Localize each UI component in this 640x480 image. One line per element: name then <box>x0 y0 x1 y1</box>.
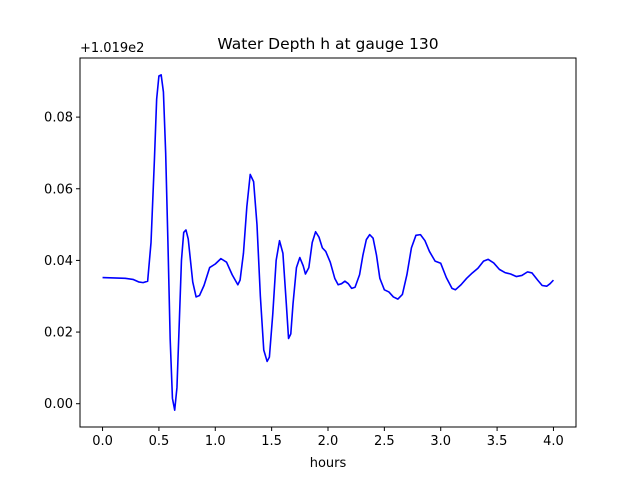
chart-title: Water Depth h at gauge 130 <box>217 35 438 53</box>
x-tick-label: 1.5 <box>261 434 282 449</box>
x-tick-label: 4.0 <box>543 434 564 449</box>
y-tick-label: 0.04 <box>44 254 73 269</box>
y-axis: 0.00 0.02 0.04 0.06 0.08 <box>44 111 80 412</box>
x-tick-label: 3.5 <box>487 434 508 449</box>
x-tick-label: 1.0 <box>205 434 226 449</box>
y-offset-label: +1.019e2 <box>80 41 144 56</box>
x-tick-label: 0.5 <box>149 434 170 449</box>
y-tick-label: 0.02 <box>44 326 73 341</box>
x-tick-label: 3.0 <box>430 434 451 449</box>
x-axis: 0.0 0.5 1.0 1.5 2.0 2.5 3.0 3.5 4.0 <box>92 427 564 449</box>
series-line-0 <box>102 74 555 411</box>
x-tick-label: 2.5 <box>374 434 395 449</box>
y-tick-label: 0.00 <box>44 397 73 412</box>
y-tick-label: 0.06 <box>44 182 73 197</box>
x-axis-label: hours <box>310 456 347 471</box>
x-tick-label: 0.0 <box>92 434 113 449</box>
y-tick-label: 0.08 <box>44 111 73 126</box>
x-tick-label: 2.0 <box>318 434 339 449</box>
